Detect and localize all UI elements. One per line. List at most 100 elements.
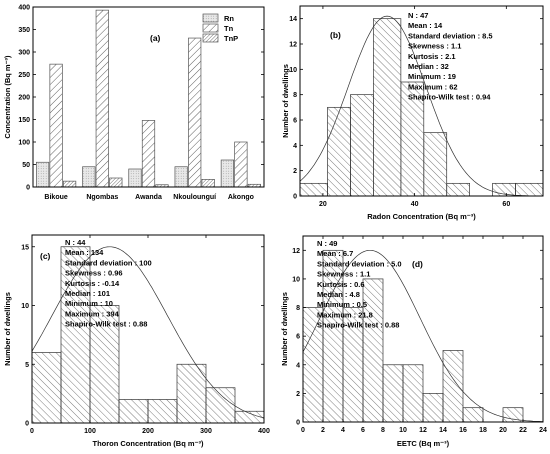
y-tick-label: 15 bbox=[21, 244, 29, 251]
bar-tnp bbox=[201, 179, 215, 188]
y-tick-label: 150 bbox=[18, 117, 30, 124]
y-tick-label: 12 bbox=[292, 248, 300, 255]
stats-line: Median : 32 bbox=[408, 62, 449, 71]
x-tick-label: 4 bbox=[341, 427, 345, 434]
histogram-bar bbox=[422, 393, 444, 423]
x-category-label: Bikoue bbox=[44, 194, 67, 201]
histogram-bar bbox=[89, 305, 120, 424]
x-tick-label: 400 bbox=[258, 428, 270, 435]
y-tick-label: 10 bbox=[292, 276, 300, 283]
stats-line: Kurtosis : 0.6 bbox=[317, 280, 365, 289]
y-tick-label: 5 bbox=[25, 362, 29, 369]
panel-label: (b) bbox=[330, 30, 341, 40]
bar-rn bbox=[35, 161, 50, 188]
histogram-b: 0 2 4 6 8 10 12 14 20 40 60 Radon Concentration (Bq… bbox=[281, 5, 544, 221]
normal-fit-curve bbox=[299, 15, 543, 197]
histogram-bar bbox=[373, 18, 402, 197]
histogram-bar bbox=[327, 106, 351, 197]
y-tick-label: 200 bbox=[18, 95, 30, 102]
legend-swatch bbox=[202, 23, 219, 33]
x-tick-label: 300 bbox=[200, 428, 212, 435]
stats-line: N : 49 bbox=[317, 239, 337, 248]
y-tick-label: 10 bbox=[289, 67, 297, 74]
bar-rn bbox=[128, 168, 142, 188]
stats-line: Minimum : 10 bbox=[65, 299, 113, 308]
histogram-c: 0 5 10 15 0 100 200 300 400 Thoron Concentration … bbox=[3, 234, 270, 448]
stats-line: N : 47 bbox=[408, 11, 428, 20]
stats-line: Minimum : 0.5 bbox=[317, 300, 367, 309]
histogram-bar bbox=[299, 182, 328, 197]
x-category-label: Akongo bbox=[228, 194, 254, 201]
histogram-bar bbox=[147, 399, 178, 424]
bar-rn bbox=[220, 159, 234, 188]
bar-tn bbox=[141, 120, 156, 188]
y-tick-label: 0 bbox=[26, 185, 30, 192]
legend-swatch bbox=[202, 33, 219, 43]
legend-label: Rn bbox=[224, 14, 234, 23]
histogram-bar bbox=[462, 407, 484, 423]
stats-line: Maximum : 394 bbox=[65, 309, 120, 318]
x-tick-label: 20 bbox=[499, 427, 507, 434]
stats-line: Shapiro-Wilk test : 0.88 bbox=[317, 321, 399, 330]
stats-line: Skewness : 1.1 bbox=[408, 42, 461, 51]
stats-line: Shapiro-Wilk test : 0.88 bbox=[65, 320, 147, 329]
histogram-bar bbox=[60, 246, 91, 424]
x-tick-label: 6 bbox=[361, 427, 365, 434]
stats-line: Standard deviation : 100 bbox=[65, 258, 152, 267]
bar-chart-a: Bikoue Ngombas Awanda Nkoulounguí Akongo 0 50 1… bbox=[3, 5, 265, 201]
y-tick-label: 0 bbox=[296, 420, 300, 427]
bar-tnp bbox=[62, 180, 77, 188]
x-tick-label: 2 bbox=[321, 427, 325, 434]
x-category-label: Ngombas bbox=[86, 194, 118, 201]
stats-line: Kurtosis : 2.1 bbox=[408, 52, 456, 61]
stats-line: Standard deviation : 5.0 bbox=[317, 259, 402, 268]
x-tick-label: 40 bbox=[411, 201, 419, 208]
x-tick-label: 0 bbox=[30, 428, 34, 435]
y-axis-label: Number of dwellings bbox=[280, 292, 289, 366]
y-axis-label: Concentration (Bq m⁻³) bbox=[3, 55, 12, 139]
bar-rn bbox=[82, 166, 96, 188]
y-tick-label: 4 bbox=[293, 143, 297, 150]
y-tick-label: 350 bbox=[18, 27, 30, 34]
y-tick-label: 0 bbox=[293, 194, 297, 201]
x-tick-label: 16 bbox=[459, 427, 467, 434]
stats-line: N : 44 bbox=[65, 238, 86, 247]
stats-line: Mean : 14 bbox=[408, 21, 443, 30]
stats-line: Maximum : 21.8 bbox=[317, 310, 373, 319]
bar-tnp bbox=[109, 177, 123, 188]
y-axis-label: Number of dwellings bbox=[3, 292, 12, 366]
x-tick-label: 24 bbox=[539, 427, 547, 434]
y-tick-label: 8 bbox=[293, 92, 297, 99]
y-tick-label: 12 bbox=[289, 42, 297, 49]
panel-label: (d) bbox=[412, 259, 423, 269]
y-tick-label: 400 bbox=[18, 5, 30, 12]
bar-tn bbox=[49, 63, 63, 188]
stats-line: Maximum : 62 bbox=[408, 82, 458, 91]
stats-line: Mean : 6.7 bbox=[317, 249, 353, 258]
histogram-bar bbox=[382, 364, 404, 423]
x-tick-label: 20 bbox=[319, 201, 327, 208]
stats-line: Skewness : 1.1 bbox=[317, 270, 370, 279]
x-axis-label: Thoron Concentration (Bq m⁻³) bbox=[92, 439, 204, 448]
y-tick-label: 2 bbox=[296, 391, 300, 398]
x-tick-label: 8 bbox=[381, 427, 385, 434]
x-category-label: Awanda bbox=[135, 194, 162, 201]
x-tick-label: 200 bbox=[142, 428, 154, 435]
x-tick-label: 18 bbox=[479, 427, 487, 434]
normal-fit-curve bbox=[302, 249, 544, 422]
stats-line: Median : 4.8 bbox=[317, 290, 360, 299]
y-tick-label: 50 bbox=[22, 162, 30, 169]
y-tick-label: 250 bbox=[18, 72, 30, 79]
x-tick-label: 22 bbox=[519, 427, 527, 434]
bar-rn bbox=[174, 166, 188, 188]
stats-line: Skewness : 0.96 bbox=[65, 269, 123, 278]
histogram-bar bbox=[423, 132, 448, 197]
histogram-bar bbox=[31, 352, 62, 424]
x-axis-label: Radon Concentration (Bq m⁻³) bbox=[367, 212, 476, 221]
y-tick-label: 6 bbox=[293, 118, 297, 125]
x-tick-label: 12 bbox=[419, 427, 427, 434]
histogram-bar bbox=[176, 363, 207, 424]
legend-label: TnP bbox=[224, 34, 238, 43]
